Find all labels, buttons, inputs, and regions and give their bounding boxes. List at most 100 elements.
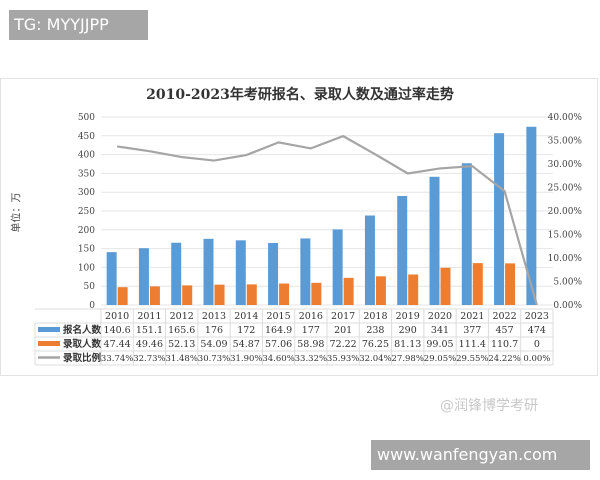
y2-tick-label: 5.00% (553, 278, 582, 288)
data-label: 176 (205, 325, 223, 336)
bar-admitted (117, 287, 128, 305)
data-label: 177 (302, 325, 320, 336)
bar-admitted (311, 282, 322, 305)
bar-admitted (472, 263, 483, 305)
x-tick-label: 2015 (266, 311, 290, 322)
bar-admitted (408, 274, 419, 305)
x-tick-label: 2018 (363, 311, 387, 322)
bar-admitted (149, 286, 160, 305)
bar-applicants (332, 229, 343, 305)
y2-tick-label: 10.00% (548, 254, 583, 264)
bar-applicants (138, 248, 149, 305)
data-label: 54.09 (200, 339, 227, 350)
x-tick-label: 2022 (492, 311, 516, 322)
x-tick-label: 2017 (331, 311, 355, 322)
bar-admitted (505, 263, 516, 305)
x-tick-label: 2012 (170, 311, 194, 322)
data-label: 33.74% (101, 354, 133, 364)
bar-applicants (429, 176, 440, 305)
data-label: 0.00% (523, 354, 550, 364)
x-tick-label: 2019 (396, 311, 420, 322)
data-label: 24.22% (488, 354, 520, 364)
legend-label: 录取人数 (63, 338, 102, 350)
bar-applicants (300, 238, 311, 305)
chart-title: 2010-2023年考研报名、录取人数及通过率走势 (146, 87, 454, 103)
data-label: 81.13 (394, 339, 421, 350)
data-label: 31.90% (230, 354, 262, 364)
data-label: 34.60% (262, 354, 294, 364)
data-label: 99.05 (426, 339, 453, 350)
y-tick-label: 400 (78, 151, 95, 161)
data-label: 54.87 (233, 339, 260, 350)
data-label: 29.55% (456, 354, 488, 364)
data-label: 474 (528, 325, 546, 336)
data-label: 457 (496, 325, 514, 336)
bar-applicants (235, 240, 246, 305)
x-tick-label: 2013 (202, 311, 226, 322)
y-tick-label: 200 (78, 226, 95, 236)
x-tick-label: 2021 (460, 311, 484, 322)
data-label: 33.32% (295, 354, 327, 364)
data-label: 341 (431, 325, 449, 336)
data-label: 165.6 (168, 325, 195, 336)
bar-applicants (106, 252, 117, 305)
bar-applicants (268, 242, 279, 305)
data-label: 377 (463, 325, 481, 336)
data-label: 111.4 (459, 339, 486, 350)
bar-admitted (214, 284, 225, 305)
data-label: 110.7 (491, 339, 518, 350)
y-tick-label: 100 (78, 263, 95, 273)
y-tick-label: 350 (78, 169, 95, 179)
data-label: 151.1 (136, 325, 163, 336)
legend-label: 报名人数 (63, 324, 102, 336)
data-label: 35.93% (327, 354, 359, 364)
watermark-logo: @润锋博学考研 (440, 398, 538, 414)
data-label: 172 (237, 325, 255, 336)
bar-applicants (494, 133, 505, 305)
y2-tick-label: 35.00% (548, 137, 583, 147)
y2-tick-label: 20.00% (548, 207, 583, 217)
x-tick-label: 2016 (299, 311, 323, 322)
watermark-site: www.wanfengyan.com (371, 440, 590, 470)
y-tick-label: 0 (89, 301, 95, 311)
x-tick-label: 2011 (137, 311, 161, 322)
y-tick-label: 50 (84, 282, 96, 292)
line-admission-rate (116, 134, 538, 306)
x-tick-label: 2020 (428, 311, 452, 322)
data-label: 31.48% (166, 354, 198, 364)
data-label: 140.6 (104, 325, 131, 336)
bar-admitted (375, 276, 386, 305)
data-label: 29.05% (424, 354, 456, 364)
bar-applicants (203, 238, 214, 305)
bar-applicants (397, 195, 408, 305)
y-tick-label: 150 (78, 245, 95, 255)
data-label: 52.13 (168, 339, 195, 350)
data-label: 72.22 (330, 339, 357, 350)
data-label: 0 (534, 339, 540, 350)
data-label: 32.73% (133, 354, 165, 364)
data-label: 49.46 (136, 339, 163, 350)
data-label: 57.06 (265, 339, 292, 350)
bar-applicants (171, 242, 182, 305)
y-tick-label: 500 (78, 113, 95, 123)
y2-tick-label: 15.00% (548, 231, 583, 241)
y-tick-label: 450 (78, 132, 95, 142)
chart-frame (0, 78, 598, 376)
x-tick-label: 2023 (525, 311, 549, 322)
x-tick-label: 2014 (234, 311, 258, 322)
bar-admitted (440, 267, 451, 305)
bar-admitted (343, 277, 354, 305)
y-tick-label: 250 (78, 207, 95, 217)
bar-admitted (182, 285, 193, 305)
bar-admitted (246, 284, 257, 305)
legend-label: 录取比例 (63, 352, 101, 364)
legend-swatch (38, 327, 60, 332)
y2-tick-label: 0.00% (553, 301, 582, 311)
data-label: 201 (334, 325, 352, 336)
bar-applicants (364, 215, 375, 305)
y2-tick-label: 25.00% (548, 184, 583, 194)
y2-tick-label: 30.00% (548, 160, 583, 170)
bar-applicants (461, 163, 472, 305)
bar-admitted (279, 283, 290, 305)
